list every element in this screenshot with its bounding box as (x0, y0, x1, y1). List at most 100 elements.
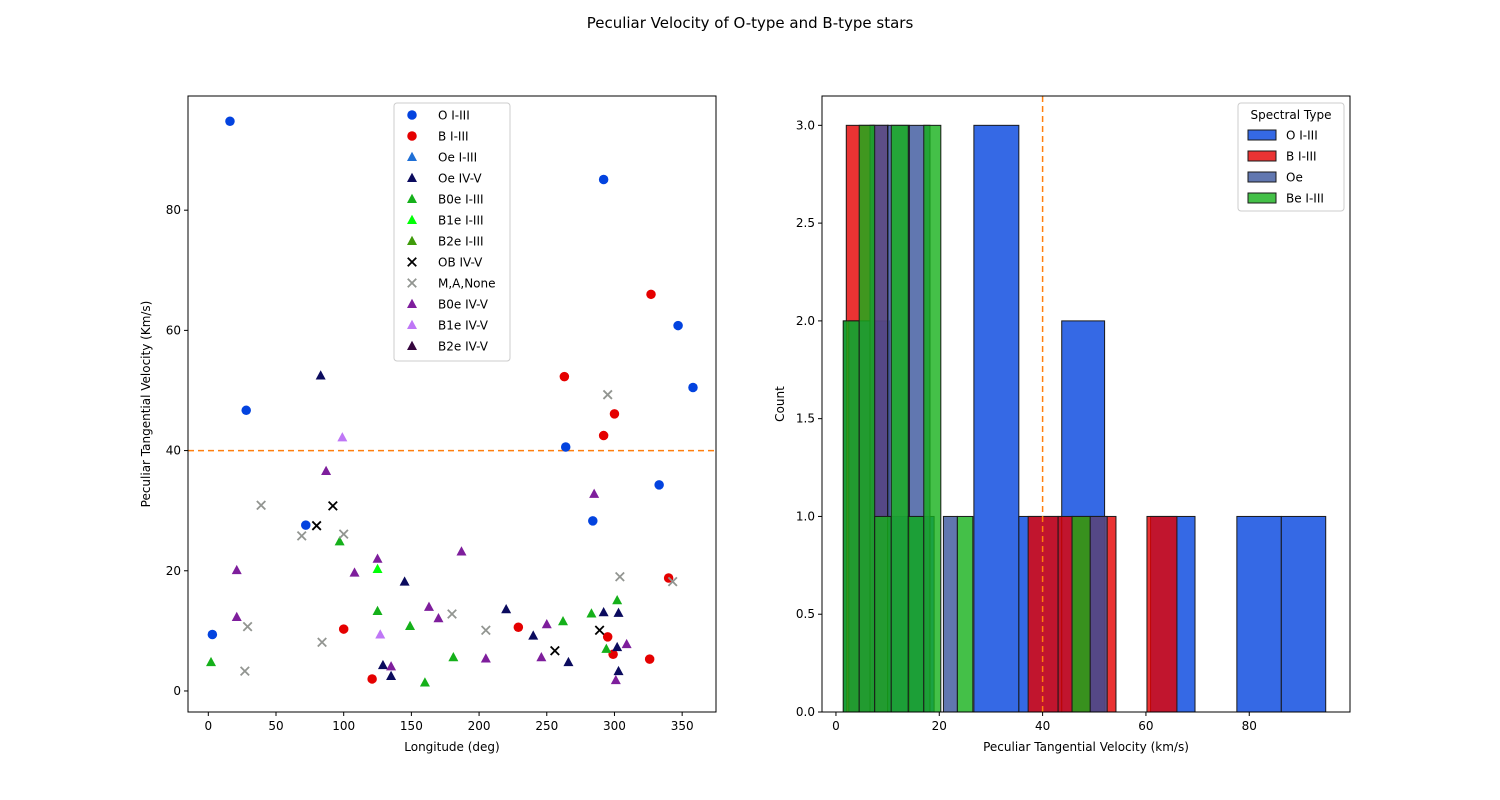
y-tick-label: 80 (166, 203, 181, 217)
data-point-o-i-iii (598, 174, 609, 185)
data-point-b0e-i-iii (558, 616, 569, 626)
legend-label: Oe (1286, 171, 1303, 185)
data-point-b0e-iv-v (480, 653, 491, 663)
y-tick-label: 40 (166, 444, 181, 458)
x-tick-label: 200 (468, 719, 491, 733)
legend-label: Be I-III (1286, 192, 1324, 206)
histogram-bar-be-i-iii (858, 124, 876, 713)
histogram-bar-o-i-iii (973, 124, 1020, 713)
legend-marker-b-i-iii (407, 131, 417, 141)
legend-label: O I-III (438, 109, 470, 123)
legend-marker-o-i-iii (407, 110, 417, 120)
data-point-m-a-none-stroke (242, 621, 253, 632)
histogram-bar-be-i-iii (956, 515, 974, 713)
data-point-ob-iv-v-stroke (311, 520, 322, 531)
y-tick-label: 0.0 (796, 705, 815, 719)
histogram-chart: Spectral Type O I-III B I-III Oe Be I-III 0 20… (773, 95, 1351, 754)
x-tick-label: 60 (1138, 719, 1153, 733)
x-tick-label: 40 (1035, 719, 1050, 733)
y-tick-label: 0 (173, 684, 181, 698)
legend-marker-oe-iv-v (407, 172, 417, 182)
data-point-o-i-iii (301, 520, 311, 530)
histogram-bar-b-i-iii (1146, 515, 1178, 713)
y-tick-label: 20 (166, 564, 181, 578)
data-point-m-a-none (602, 389, 613, 400)
data-point-b-i-iii (609, 409, 620, 419)
data-point-m-a-none-stroke (317, 637, 327, 648)
legend-marker-oe-i-iii (407, 151, 417, 161)
plot-frame (821, 95, 1351, 713)
legend-marker-ob-iv-v (407, 257, 417, 267)
legend-marker-ob-iv-v-stroke (407, 257, 417, 267)
histogram-bar-be-i-iii (923, 124, 942, 713)
data-point-oe-iv-v (399, 576, 410, 586)
x-tick-label: 50 (268, 719, 283, 733)
figure-suptitle: Peculiar Velocity of O-type and B-type s… (587, 14, 914, 32)
legend-swatch-b-i-iii (1247, 150, 1277, 162)
data-point-m-a-none-stroke (447, 609, 457, 619)
legend-marker-b0e-iv-v (407, 298, 417, 308)
histogram-bar-oe (1089, 515, 1108, 713)
y-tick-label: 60 (166, 323, 181, 337)
scatter-chart: O I-III B I-III Oe I-III Oe IV-V B0e I-III B1… (139, 95, 717, 754)
legend-label: B1e IV-V (438, 319, 489, 333)
legend-label: B1e I-III (438, 214, 484, 228)
data-point-m-a-none (667, 576, 678, 587)
y-axis-label: Peculiar Tangential Velocity (Km/s) (139, 301, 153, 508)
legend-label: M,A,None (438, 277, 496, 291)
x-tick-label: 250 (535, 719, 558, 733)
data-point-ob-iv-v (311, 520, 322, 531)
histogram-bar-o-i-iii (1236, 515, 1282, 713)
y-tick-label: 1.0 (796, 509, 815, 523)
histogram-bar-b-i-iii (1027, 515, 1059, 713)
legend-swatch-oe (1247, 171, 1277, 183)
data-point-b-i-iii (367, 674, 377, 684)
legend-swatch-o-i-iii (1247, 129, 1277, 141)
data-point-m-a-none (239, 666, 250, 677)
data-point-o-i-iii (688, 382, 698, 393)
data-point-b1e-iv-v (375, 629, 386, 639)
x-tick-label: 80 (1242, 719, 1257, 733)
data-point-ob-iv-v (594, 625, 605, 636)
legend-swatch-be-i-iii (1247, 192, 1277, 204)
legend-label: B I-III (438, 130, 469, 144)
data-point-m-a-none (338, 529, 349, 539)
data-point-m-a-none (296, 531, 307, 541)
legend-marker-m-a-none (407, 278, 417, 288)
data-point-b-i-iii (644, 654, 655, 664)
data-point-b0e-iv-v (231, 564, 242, 575)
legend-marker-b2e-iv-v (407, 340, 417, 350)
data-point-oe-iv-v (613, 665, 624, 676)
data-point-m-a-none-stroke (614, 571, 625, 582)
data-point-o-i-iii (588, 516, 598, 526)
data-point-b0e-iv-v (456, 546, 467, 556)
data-point-oe-iv-v (528, 630, 539, 640)
y-tick-label: 3.0 (796, 118, 815, 132)
legend-marker-b1e-iv-v (407, 319, 417, 329)
data-point-m-a-none (317, 637, 327, 648)
legend-label: Oe I-III (438, 151, 477, 165)
data-point-b-i-iii (646, 289, 656, 300)
data-point-b0e-iv-v (386, 661, 397, 671)
legend-label: B2e I-III (438, 235, 484, 249)
legend-label: O I-III (1286, 129, 1318, 143)
data-point-b0e-i-iii (405, 620, 416, 631)
data-point-oe-iv-v (377, 659, 388, 670)
data-point-ob-iv-v (327, 500, 338, 511)
data-point-m-a-none-stroke (338, 529, 349, 539)
data-point-b0e-i-iii (612, 594, 623, 605)
x-axis-label: Peculiar Tangential Velocity (km/s) (983, 740, 1189, 754)
x-tick-label: 350 (671, 719, 694, 733)
data-point-b-i-iii (338, 624, 349, 634)
data-point-o-i-iii (673, 320, 683, 331)
legend-label: B0e IV-V (438, 298, 489, 312)
data-point-o-i-iii (560, 442, 571, 452)
legend-marker-b1e-i-iii (407, 214, 417, 224)
data-point-b0e-iv-v (621, 638, 632, 649)
x-tick-label: 20 (932, 719, 947, 733)
data-point-m-a-none (614, 571, 625, 582)
data-point-m-a-none (447, 609, 457, 619)
data-point-m-a-none (480, 625, 491, 636)
legend-label: OB IV-V (438, 256, 483, 270)
legend-marker-m-a-none-stroke (407, 278, 417, 288)
